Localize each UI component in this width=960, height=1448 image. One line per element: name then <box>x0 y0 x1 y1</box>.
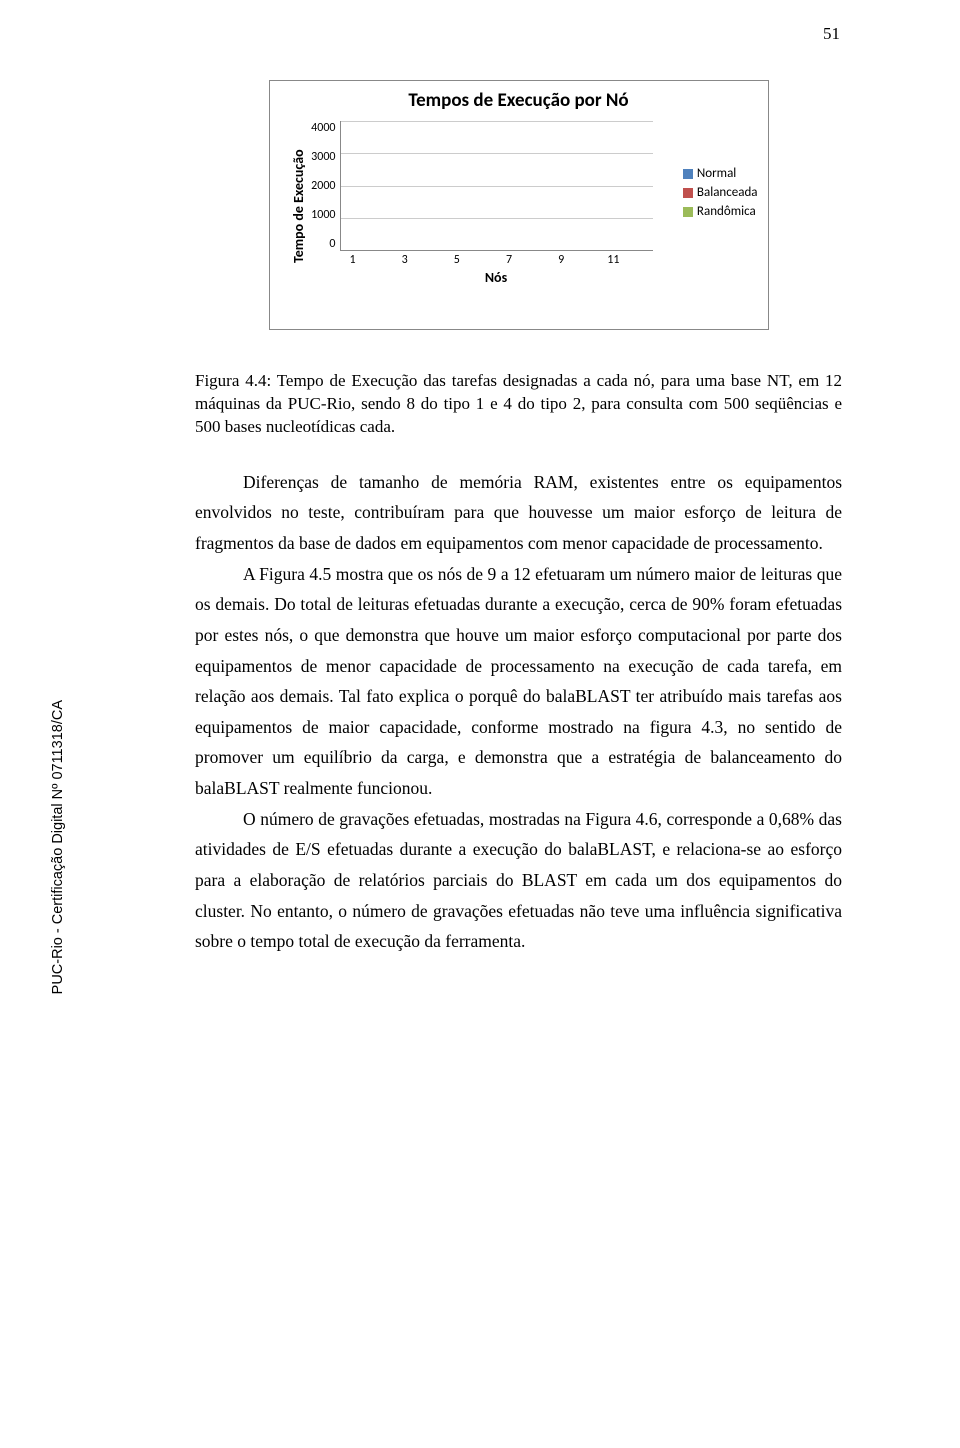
legend-swatch <box>683 188 693 198</box>
plot-wrap: 1 3 5 7 9 11 Nós <box>340 121 653 291</box>
certification-side-label: PUC-Rio - Certificação Digital Nº 071131… <box>50 700 66 994</box>
chart-body: Tempo de Execução 4000 3000 2000 1000 0 1 3 5 7… <box>288 121 748 291</box>
x-axis-label: Nós <box>340 267 653 286</box>
chart-title: Tempos de Execução por Nó <box>270 81 768 112</box>
y-tick: 1000 <box>306 208 336 222</box>
legend-label: Randômica <box>697 204 756 219</box>
y-axis-ticks: 4000 3000 2000 1000 0 <box>306 121 340 251</box>
body-text: Diferenças de tamanho de memória RAM, ex… <box>195 467 842 957</box>
y-tick: 4000 <box>306 121 336 135</box>
y-tick: 0 <box>306 237 336 251</box>
legend-item: Normal <box>683 166 758 181</box>
plot-area <box>340 121 653 251</box>
legend-swatch <box>683 169 693 179</box>
page-number: 51 <box>823 24 840 44</box>
legend-item: Balanceada <box>683 185 758 200</box>
x-tick: 11 <box>600 253 626 267</box>
x-axis-ticks: 1 3 5 7 9 11 <box>340 251 653 267</box>
legend-item: Randômica <box>683 204 758 219</box>
x-tick: 9 <box>548 253 574 267</box>
legend-label: Balanceada <box>697 185 758 200</box>
execution-time-chart: Tempos de Execução por Nó Tempo de Execu… <box>269 80 769 330</box>
figure-caption: Figura 4.4: Tempo de Execução das tarefa… <box>195 370 842 439</box>
x-tick: 5 <box>444 253 470 267</box>
y-tick: 3000 <box>306 150 336 164</box>
y-tick: 2000 <box>306 179 336 193</box>
chart-legend: Normal Balanceada Randômica <box>683 166 758 223</box>
x-tick: 1 <box>340 253 366 267</box>
gridlines <box>341 121 653 250</box>
page-content: Tempos de Execução por Nó Tempo de Execu… <box>195 80 842 957</box>
body-paragraph: O número de gravações efetuadas, mostrad… <box>195 804 842 957</box>
legend-label: Normal <box>697 166 736 181</box>
y-axis-label: Tempo de Execução <box>288 121 306 291</box>
x-tick: 3 <box>392 253 418 267</box>
legend-swatch <box>683 207 693 217</box>
body-paragraph: A Figura 4.5 mostra que os nós de 9 a 12… <box>195 559 842 804</box>
body-paragraph: Diferenças de tamanho de memória RAM, ex… <box>195 467 842 559</box>
x-tick: 7 <box>496 253 522 267</box>
